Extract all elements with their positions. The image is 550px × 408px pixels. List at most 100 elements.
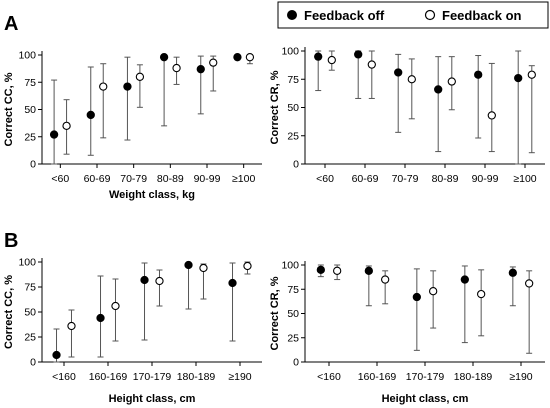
data-point-feedback-on: [243, 261, 252, 271]
data-point-feedback-off: [314, 52, 323, 61]
data-point-feedback-off: [394, 68, 403, 77]
data-point-feedback-off: [460, 275, 469, 284]
y-tick-label: 50: [287, 102, 299, 114]
y-tick-label: 100: [18, 257, 36, 269]
y-axis-label: Correct CR, %: [269, 70, 281, 144]
y-tick-label: 75: [287, 74, 299, 86]
data-point-feedback-off: [228, 278, 237, 288]
y-tick-label: 75: [24, 77, 36, 89]
data-point-feedback-off: [159, 53, 169, 62]
y-tick-label: 0: [293, 159, 299, 171]
x-axis-label: Height class, cm: [109, 393, 196, 405]
data-point-feedback-off: [52, 350, 61, 360]
data-point-feedback-on: [525, 279, 534, 288]
data-point-feedback-off: [86, 110, 95, 120]
x-tick-label: ≥190: [509, 371, 532, 383]
y-axis-label: Correct CC, %: [3, 275, 15, 349]
x-axis-label: Weight class, kg: [109, 189, 195, 201]
x-tick-label: 180-189: [177, 371, 216, 383]
data-point-feedback-on: [381, 275, 390, 284]
chart-height-cr: 0 25 50 75 100 <160 160-169 170-179 180-189 ≥190 C…: [269, 260, 545, 405]
data-point-feedback-on: [199, 263, 208, 273]
x-tick-label: <60: [316, 173, 334, 185]
data-point-feedback-off: [364, 266, 373, 275]
y-tick-label: 100: [281, 46, 299, 58]
y-tick-label: 50: [24, 307, 36, 319]
data-point-feedback-off: [140, 275, 149, 285]
x-tick-label: ≥100: [232, 173, 255, 185]
x-tick-label: 70-79: [120, 173, 147, 185]
data-point-feedback-on: [527, 70, 536, 79]
x-tick-label: 160-169: [358, 371, 397, 383]
x-tick-label: 80-89: [432, 173, 459, 185]
y-tick-label: 0: [30, 159, 36, 171]
data-point-feedback-off: [184, 260, 193, 270]
x-tick-label: 80-89: [157, 173, 184, 185]
legend-label-feedback-off: Feedback off: [304, 8, 385, 23]
data-point-feedback-off: [316, 265, 325, 274]
x-tick-label: 170-179: [406, 371, 445, 383]
legend-marker-feedback-on: [424, 9, 436, 21]
x-tick-label: 60-69: [352, 173, 379, 185]
y-tick-label: 25: [24, 332, 36, 344]
data-point-feedback-off: [508, 268, 517, 277]
legend-marker-feedback-off: [287, 10, 297, 20]
y-tick-label: 100: [18, 50, 36, 62]
data-point-feedback-off: [49, 130, 59, 139]
x-tick-label: 160-169: [89, 371, 128, 383]
x-tick-label: <60: [51, 173, 69, 185]
data-point-feedback-on: [407, 75, 416, 84]
y-axis-label: Correct CR, %: [269, 276, 281, 350]
data-point-feedback-off: [434, 85, 443, 94]
data-point-feedback-on: [367, 60, 376, 69]
data-point-feedback-on: [62, 121, 71, 130]
x-tick-label: 90-99: [472, 173, 499, 185]
data-point-feedback-on: [209, 58, 218, 67]
x-tick-label: 170-179: [133, 371, 172, 383]
y-tick-label: 0: [293, 357, 299, 369]
data-point-feedback-on: [67, 321, 76, 331]
y-tick-label: 75: [24, 282, 36, 294]
y-tick-label: 25: [24, 131, 36, 143]
x-tick-label: 180-189: [454, 371, 493, 383]
data-point-feedback-on: [135, 72, 145, 81]
panel-label-b: B: [4, 230, 18, 252]
y-tick-label: 25: [287, 332, 299, 344]
data-point-feedback-off: [123, 82, 132, 91]
y-tick-label: 50: [287, 308, 299, 320]
legend-frame: [277, 1, 549, 29]
x-tick-label: 60-69: [84, 173, 111, 185]
data-point-feedback-on: [155, 276, 164, 286]
y-tick-label: 100: [281, 260, 299, 272]
data-point-feedback-off: [514, 73, 523, 83]
data-point-feedback-off: [96, 313, 105, 323]
chart-weight-cr: 0 25 50 75 100 <60 60-69 70-79 80-89 90-99 ≥100 Cor…: [269, 46, 545, 185]
x-axis-label: Height class, cm: [382, 393, 469, 405]
x-tick-label: <160: [317, 371, 341, 383]
legend-label-feedback-on: Feedback on: [442, 8, 522, 23]
data-point-feedback-off: [233, 53, 242, 62]
chart-weight-cc: 0 25 50 75 100 <60 60-69 70-79 80-89 90-99 ≥100 Cor…: [3, 50, 262, 201]
x-tick-label: 70-79: [392, 173, 419, 185]
y-tick-label: 75: [287, 284, 299, 296]
data-point-feedback-on: [327, 55, 336, 65]
y-tick-label: 25: [287, 130, 299, 142]
x-tick-label: ≥190: [228, 371, 251, 383]
data-point-feedback-on: [487, 111, 496, 120]
data-point-feedback-off: [354, 50, 363, 59]
data-point-feedback-off: [412, 292, 421, 302]
data-point-feedback-on: [429, 287, 438, 296]
data-point-feedback-on: [447, 77, 456, 86]
x-tick-label: <160: [52, 371, 76, 383]
data-point-feedback-on: [333, 266, 342, 275]
data-point-feedback-on: [245, 53, 255, 62]
chart-height-cc: 0 25 50 75 100 <160 160-169 170-179 180-189 ≥190 C…: [3, 257, 262, 405]
legend: Feedback off Feedback on: [277, 1, 549, 29]
data-point-feedback-off: [196, 65, 205, 74]
y-tick-label: 0: [30, 357, 36, 369]
y-tick-label: 50: [24, 104, 36, 116]
x-tick-label: ≥100: [513, 173, 536, 185]
data-point-feedback-on: [477, 289, 486, 299]
y-axis-label: Correct CC, %: [3, 72, 15, 146]
